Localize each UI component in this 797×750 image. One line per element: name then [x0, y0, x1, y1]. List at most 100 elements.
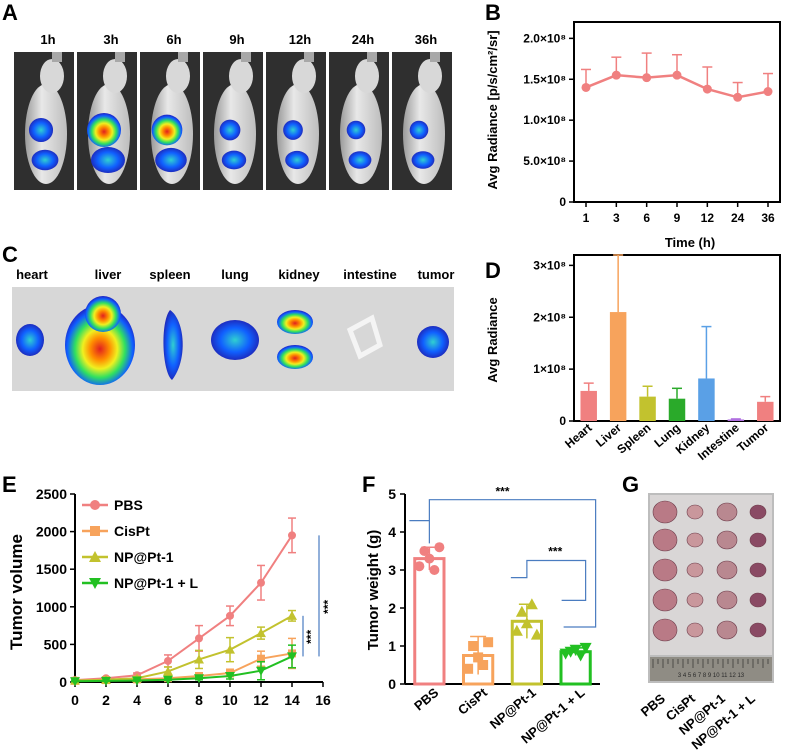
- y-tick-label: 4: [388, 524, 396, 540]
- signal-upper: [219, 119, 241, 141]
- tumor-specimen: [716, 620, 738, 640]
- data-point: [520, 617, 533, 629]
- bar: [668, 398, 686, 421]
- timepoint-label: 6h: [166, 32, 181, 47]
- x-tick-label: Heart: [562, 421, 595, 451]
- signal-upper: [151, 114, 183, 146]
- ruler: [650, 657, 772, 681]
- series-line: [74, 655, 293, 683]
- x-tick-label: 12: [253, 692, 269, 708]
- panel-c: C heart liver spleen lung kidney intestine tum…: [2, 242, 454, 391]
- tumor-specimen: [652, 528, 678, 552]
- tumor-photo: [652, 500, 767, 642]
- tumor-specimen: [749, 592, 767, 608]
- mouse-head: [103, 59, 127, 93]
- sig-bracket: [510, 559, 587, 601]
- y-tick-label: 0: [388, 676, 396, 692]
- signal-upper: [283, 120, 303, 140]
- y-tick-label: 3×10⁸: [533, 258, 566, 272]
- signal-lower: [31, 149, 59, 171]
- legend-label: NP@Pt-1 + L: [114, 575, 199, 591]
- nose-cone: [367, 52, 377, 62]
- x-tick-label: 10: [222, 692, 238, 708]
- x-tick-label: 14: [284, 692, 300, 708]
- panel-label-c: C: [2, 242, 18, 267]
- x-tick-label: CisPt: [455, 684, 491, 717]
- y-tick-label: 2: [388, 600, 396, 616]
- organ-label: liver: [95, 267, 122, 282]
- data-point: [287, 652, 297, 662]
- data-point: [419, 546, 430, 556]
- x-tick-label: 6: [643, 211, 650, 225]
- panel-label-a: A: [2, 0, 18, 25]
- organ-label: tumor: [418, 267, 455, 282]
- y-tick-label: 0: [559, 195, 566, 209]
- y-tick-label: 5: [388, 486, 396, 502]
- signal-upper: [87, 113, 121, 147]
- mouse-head: [229, 59, 253, 93]
- x-tick-label: 4: [133, 692, 141, 708]
- organ-kidney-bottom: [277, 345, 313, 369]
- data-point: [101, 676, 111, 686]
- organ-spleen: [163, 310, 183, 380]
- data-point: [226, 611, 234, 620]
- data-point: [89, 551, 101, 562]
- legend-label: PBS: [114, 497, 143, 513]
- bar: [727, 419, 745, 421]
- x-tick-label: 16: [315, 692, 331, 708]
- data-point: [434, 542, 445, 553]
- mouse-head: [418, 59, 442, 93]
- y-tick-label: 3: [388, 562, 396, 578]
- signal-upper: [346, 120, 366, 140]
- tumor-specimen: [716, 502, 738, 522]
- organ-liver: [65, 305, 135, 385]
- tumor-specimen: [686, 532, 704, 548]
- sig-label: ***: [304, 630, 318, 644]
- panel-label-d: D: [485, 258, 501, 283]
- data-point: [424, 553, 435, 564]
- chart-d: 01×10⁸2×10⁸3×10⁸HeartLiverSpleenLungKidn…: [533, 254, 781, 463]
- panel-e: E 0 500 1000 1500 2000 2500 0 2 4 6 8 10 12 14 16 PBS Ci…: [2, 472, 335, 708]
- timepoint-label: 3h: [103, 32, 118, 47]
- x-tick-label: 0: [71, 692, 79, 708]
- legend-label: NP@Pt-1: [114, 549, 174, 565]
- x-tick-label: 3: [613, 211, 620, 225]
- sig-label: ***: [321, 599, 335, 613]
- y-tick-label: 1: [388, 638, 396, 654]
- organ-label: kidney: [278, 267, 320, 282]
- tumor-specimen: [749, 562, 767, 578]
- tumor-specimen: [716, 530, 738, 550]
- organ-label: intestine: [343, 267, 396, 282]
- data-point: [473, 652, 484, 663]
- x-tick-label: Spleen: [614, 421, 653, 457]
- timepoint-label: 24h: [352, 32, 374, 47]
- organ-kidney-top: [277, 310, 313, 334]
- signal-upper: [28, 117, 54, 143]
- data-point: [225, 671, 235, 681]
- series-line: [74, 534, 293, 682]
- organ-label: lung: [221, 267, 248, 282]
- data-point: [288, 531, 296, 540]
- data-point: [672, 70, 682, 80]
- tumor-specimen: [749, 622, 767, 638]
- organ-heart: [16, 324, 44, 356]
- data-point: [256, 666, 266, 676]
- y-tick-label: 500: [44, 636, 68, 652]
- data-point: [510, 624, 523, 636]
- data-point: [733, 92, 743, 102]
- bar: [609, 312, 627, 421]
- nose-cone: [178, 52, 188, 62]
- data-point: [257, 578, 265, 587]
- timepoint-label: 1h: [40, 32, 55, 47]
- nose-cone: [430, 52, 440, 62]
- data-point: [463, 663, 474, 674]
- data-point: [642, 73, 652, 83]
- organ-intestine: [346, 314, 383, 360]
- y-tick-label: 5.0×10⁸: [523, 154, 566, 168]
- panel-g: G 3 4 5 6 7 8 9 10 11 12 13 PBSCisPtNP@P…: [622, 472, 774, 750]
- data-point: [702, 84, 712, 94]
